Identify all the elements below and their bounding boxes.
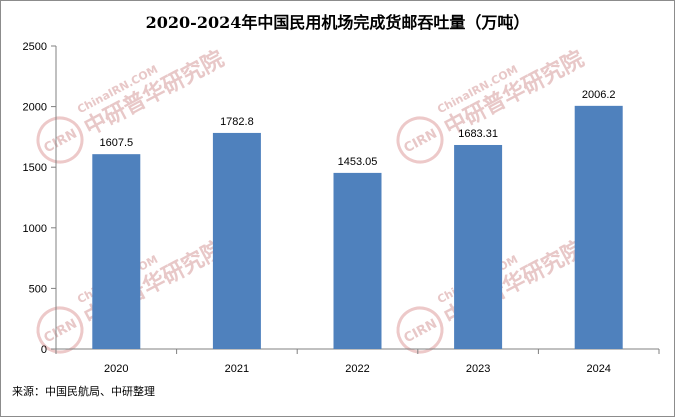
bar-2022 — [333, 172, 382, 349]
bar-2024 — [574, 105, 623, 349]
chart-title: 2020-2024年中国民用机场完成货邮吞吐量（万吨） — [145, 13, 530, 32]
watermark-logo-ring — [36, 116, 84, 164]
x-tick-label-2023: 2023 — [466, 363, 490, 375]
y-tick-label: 1000 — [23, 223, 47, 235]
y-tick-label: 0 — [41, 344, 47, 356]
labels-layer: 1607.5 2020 1782.8 2021 1453.05 2022 1683.31 20… — [99, 89, 615, 375]
x-tick-label-2024: 2024 — [586, 363, 610, 375]
data-label-2023: 1683.31 — [458, 128, 498, 140]
source-note: 来源：中国民航局、中研整理 — [12, 385, 155, 398]
y-tick-label: 1500 — [23, 162, 47, 174]
bar-2020 — [92, 154, 141, 349]
bar-2023 — [454, 144, 503, 349]
watermark-logo: CIRN — [402, 316, 440, 346]
bars-layer — [92, 105, 623, 349]
y-tick-label: 2500 — [23, 41, 47, 53]
x-tick-label-2020: 2020 — [104, 363, 128, 375]
watermark-logo: CIRN — [42, 316, 80, 346]
x-tick-label-2022: 2022 — [345, 363, 369, 375]
y-tick-label: 500 — [29, 283, 47, 295]
x-tick-label-2021: 2021 — [225, 363, 249, 375]
axes: 0 500 1000 1500 2000 2500 — [23, 41, 660, 356]
bar-2021 — [212, 132, 261, 349]
watermark-logo: CIRN — [42, 126, 80, 156]
data-label-2020: 1607.5 — [99, 137, 133, 149]
data-label-2021: 1782.8 — [220, 116, 254, 128]
y-tick-label: 2000 — [23, 102, 47, 114]
watermark-logo-ring — [396, 116, 444, 164]
data-label-2024: 2006.2 — [582, 89, 616, 101]
watermark-logo: CIRN — [402, 126, 440, 156]
data-label-2022: 1453.05 — [338, 156, 378, 168]
